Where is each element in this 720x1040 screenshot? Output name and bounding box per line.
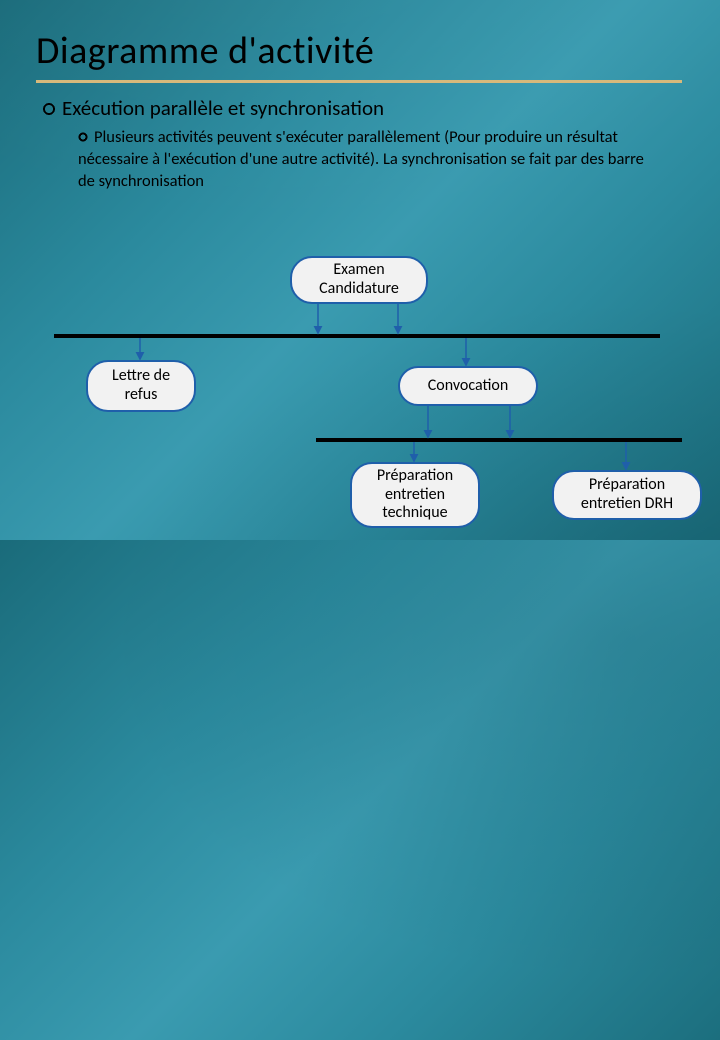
node-lettre-refus: Lettre derefus bbox=[86, 360, 196, 412]
activity-diagram: ExamenCandidature Lettre derefus Convoca… bbox=[0, 248, 720, 540]
node-preparation-drh: Préparationentretien DRH bbox=[552, 470, 702, 520]
slide-title: Diagramme d'activité bbox=[36, 28, 684, 74]
body-text: Plusieurs activités peuvent s'exécuter p… bbox=[78, 127, 662, 192]
node-convocation: Convocation bbox=[398, 366, 538, 406]
slide: Diagramme d'activité Exécution parallèle… bbox=[0, 0, 720, 540]
node-preparation-technique: Préparationentretientechnique bbox=[350, 462, 480, 528]
subheading: Exécution parallèle et synchronisation bbox=[42, 95, 684, 121]
title-underline bbox=[36, 80, 682, 83]
node-examen-candidature: ExamenCandidature bbox=[290, 256, 428, 304]
